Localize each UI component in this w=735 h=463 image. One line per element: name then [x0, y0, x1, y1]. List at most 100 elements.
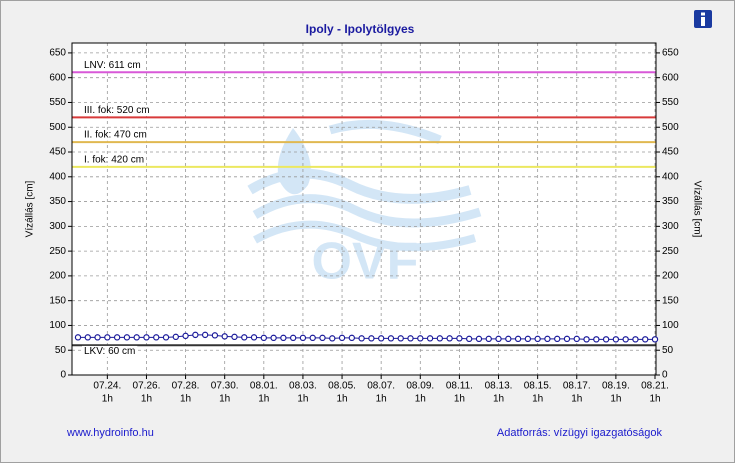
- x-tick-time: 1h: [610, 394, 621, 405]
- y-tick-label: 100: [49, 320, 66, 331]
- y2-tick-label: 650: [662, 48, 679, 59]
- x-tick-time: 1h: [336, 394, 347, 405]
- data-point: [329, 335, 336, 342]
- data-point: [241, 334, 248, 341]
- data-point: [270, 334, 277, 342]
- data-point: [534, 335, 541, 343]
- y2-tick-label: 200: [662, 271, 679, 282]
- x-tick-time: 1h: [297, 394, 308, 405]
- threshold-label: LNV: 611 cm: [84, 60, 141, 71]
- threshold-label-bg: [82, 104, 152, 116]
- x-tick-label: 08.03.: [289, 381, 317, 392]
- data-point: [456, 335, 463, 342]
- watermark-text: OVF: [312, 233, 419, 291]
- data-point: [299, 334, 307, 342]
- data-point: [182, 332, 189, 340]
- y2-tick-label: 600: [662, 72, 679, 83]
- x-tick-time: 1h: [102, 394, 113, 405]
- data-point: [397, 335, 404, 342]
- plot-border: [71, 42, 657, 376]
- watermark-logo: OVF: [247, 119, 482, 291]
- y-tick-label: 600: [49, 72, 66, 83]
- threshold-label-bg: [82, 59, 143, 71]
- y2-axis-label: Vízállás [cm]: [691, 181, 702, 238]
- data-point: [319, 334, 326, 342]
- data-point: [348, 334, 356, 342]
- y2-tick-label: 550: [662, 97, 679, 108]
- x-tick-label: 08.07.: [367, 381, 395, 392]
- y2-tick-label: 150: [662, 295, 679, 306]
- y-tick-label: 250: [49, 246, 66, 257]
- y-tick-label: 0: [60, 370, 66, 381]
- data-point: [289, 334, 297, 342]
- data-point: [104, 334, 111, 341]
- threshold-label-bg: [82, 154, 147, 166]
- data-point: [593, 336, 600, 343]
- data-point: [446, 335, 453, 342]
- data-point: [495, 335, 502, 343]
- y-tick-label: 350: [49, 196, 66, 207]
- data-point: [573, 335, 580, 343]
- data-point: [260, 334, 268, 342]
- y2-tick-label: 300: [662, 221, 679, 232]
- threshold-label: LKV: 60 cm: [84, 346, 135, 357]
- data-point: [387, 335, 395, 342]
- data-point: [153, 334, 160, 341]
- threshold-label-bg: [82, 345, 138, 357]
- data-point: [113, 334, 121, 341]
- data-point: [426, 335, 434, 342]
- y-tick-label: 300: [49, 221, 66, 232]
- y2-tick-label: 400: [662, 171, 679, 182]
- x-tick-label: 07.26.: [133, 381, 161, 392]
- data-point: [436, 335, 444, 342]
- x-tick-time: 1h: [141, 394, 152, 405]
- y-tick-label: 650: [49, 48, 66, 59]
- plot-area: [72, 43, 656, 375]
- data-point: [583, 336, 590, 343]
- x-tick-time: 1h: [454, 394, 465, 405]
- data-point: [377, 335, 385, 342]
- data-point: [84, 334, 91, 341]
- data-point: [280, 334, 287, 342]
- info-icon[interactable]: [694, 10, 712, 28]
- y-tick-label: 400: [49, 171, 66, 182]
- y-tick-label: 450: [49, 147, 66, 158]
- data-point: [642, 336, 649, 343]
- data-point: [622, 336, 629, 343]
- data-point: [201, 331, 209, 339]
- chart-title: Ipoly - Ipolytölgyes: [306, 22, 415, 36]
- data-point: [651, 336, 659, 343]
- x-tick-label: 08.15.: [524, 381, 552, 392]
- x-tick-time: 1h: [493, 394, 504, 405]
- data-point: [417, 335, 424, 342]
- y2-tick-label: 100: [662, 320, 679, 331]
- x-tick-label: 08.09.: [406, 381, 434, 392]
- data-point: [133, 334, 140, 341]
- data-point: [632, 336, 639, 343]
- x-tick-label: 08.05.: [328, 381, 356, 392]
- data-point: [514, 335, 522, 343]
- data-point: [465, 335, 473, 343]
- data-point: [250, 334, 258, 341]
- data-point: [143, 334, 150, 341]
- x-tick-label: 08.11.: [446, 381, 473, 392]
- x-tick-label: 07.24.: [93, 381, 121, 392]
- x-tick-label: 08.21.: [641, 381, 669, 392]
- y-axis-label: Vízállás [cm]: [25, 180, 36, 237]
- threshold-label: I. fok: 420 cm: [84, 155, 144, 166]
- data-point: [172, 333, 179, 341]
- data-point: [407, 335, 414, 342]
- data-point: [544, 335, 551, 343]
- threshold-label: II. fok: 470 cm: [84, 130, 147, 141]
- data-point: [192, 331, 199, 339]
- data-point: [612, 336, 620, 343]
- x-tick-time: 1h: [180, 394, 191, 405]
- x-tick-time: 1h: [415, 394, 426, 405]
- x-tick-label: 08.13.: [485, 381, 513, 392]
- data-point: [211, 332, 219, 339]
- footer-right: Adatforrás: vízügyi igazgatóságok: [497, 427, 663, 439]
- data-point: [563, 335, 571, 343]
- y-tick-label: 50: [55, 345, 67, 356]
- y2-tick-label: 500: [662, 122, 679, 133]
